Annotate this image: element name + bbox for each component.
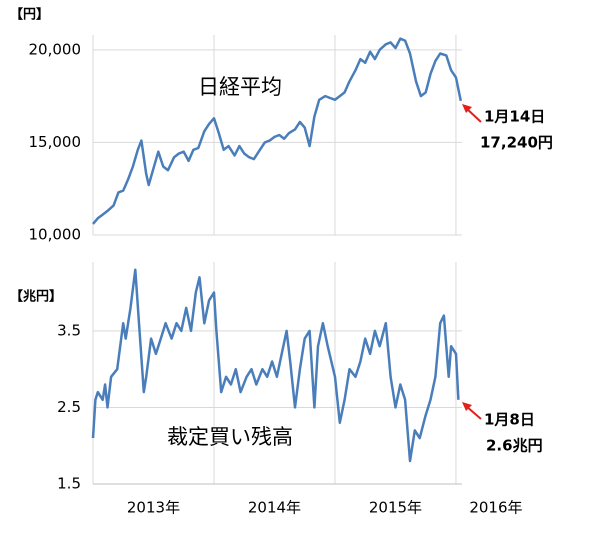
data-line: [91, 268, 460, 463]
data-line: [92, 37, 463, 225]
y-tick-label: 1.5: [57, 475, 81, 493]
arrow-head: [462, 104, 472, 113]
y-tick-label: 15,000: [29, 133, 82, 151]
callout-text: 2.6兆円: [486, 437, 543, 455]
series-label: 裁定買い残高: [167, 425, 293, 449]
callout-text: 1月14日: [484, 108, 545, 126]
unit-label: 【兆円】: [10, 289, 62, 305]
unit-label: 【円】: [10, 7, 49, 23]
x-tick-label: 2016年: [469, 499, 522, 517]
callout-text: 1月8日: [484, 411, 535, 429]
arrow-head: [462, 402, 472, 411]
x-tick-label: 2015年: [369, 499, 422, 517]
x-tick-label: 2014年: [248, 499, 301, 517]
x-tick-label: 2013年: [127, 499, 180, 517]
y-tick-label: 20,000: [29, 40, 82, 58]
y-tick-label: 2.5: [57, 398, 81, 416]
callout-text: 17,240円: [480, 134, 553, 152]
series-label: 日経平均: [198, 75, 282, 99]
y-tick-label: 10,000: [29, 226, 82, 244]
y-tick-label: 3.5: [57, 321, 81, 339]
